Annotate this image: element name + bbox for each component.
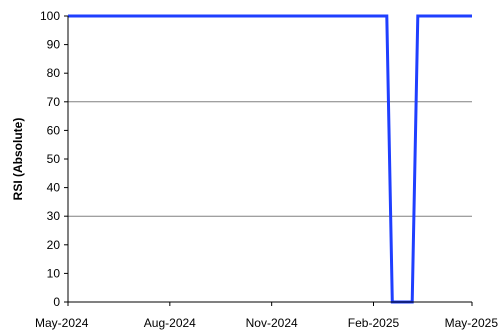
y-tick-label: 100 [40, 9, 60, 23]
x-tick-label: May-2024 [35, 316, 89, 330]
x-tick-label: May-2025 [445, 316, 499, 330]
y-tick-label: 30 [47, 209, 61, 223]
y-tick-label: 60 [47, 123, 61, 137]
y-tick-label: 50 [47, 152, 61, 166]
y-axis-ticks: 0 10 20 30 40 50 60 70 80 90 100 [40, 9, 68, 309]
y-tick-label: 0 [53, 295, 60, 309]
y-tick-label: 20 [47, 238, 61, 252]
axes [67, 16, 472, 303]
y-tick-label: 80 [47, 66, 61, 80]
series-line-0 [68, 14, 472, 304]
x-tick-label: Aug-2024 [144, 316, 196, 330]
series-layer [68, 14, 472, 304]
x-tick-label: Nov-2024 [246, 316, 298, 330]
x-axis-ticks: May-2024 Aug-2024 Nov-2024 Feb-2025 May-2025 [35, 302, 498, 330]
y-tick-label: 10 [47, 266, 61, 280]
y-axis-title: RSI (Absolute) [11, 118, 25, 201]
y-tick-label: 70 [47, 95, 61, 109]
y-tick-label: 40 [47, 181, 61, 195]
y-tick-label: 90 [47, 38, 61, 52]
x-tick-label: Feb-2025 [348, 316, 400, 330]
reference-lines [68, 101, 472, 217]
